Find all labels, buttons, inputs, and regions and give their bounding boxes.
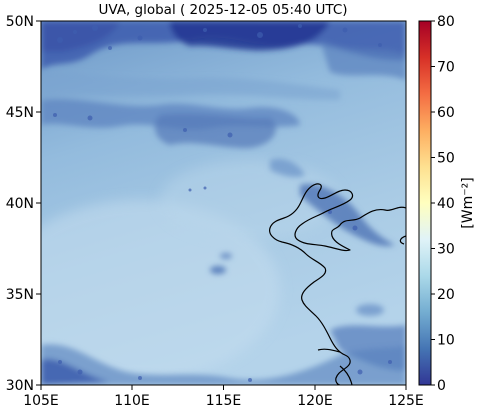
colorbar-tick-label: 30	[437, 242, 455, 258]
lon-tick-label: 115E	[206, 393, 242, 409]
coastline	[269, 183, 406, 385]
cloud-band-mid	[41, 70, 395, 247]
colorbar-tick-label: 60	[437, 105, 455, 121]
lat-tick-label: 40N	[6, 196, 34, 212]
lat-labels: 50N 45N 40N 35N 30N	[6, 14, 34, 394]
lat-tick-label: 50N	[6, 14, 34, 30]
colorbar-tick-label: 40	[437, 196, 455, 212]
lon-labels: 105E 110E 115E 120E 125E	[23, 393, 424, 409]
colorbar-tick-label: 70	[437, 60, 455, 76]
lon-tick-label: 110E	[114, 393, 150, 409]
colorbar-bar	[418, 20, 432, 386]
uva-field	[41, 21, 406, 385]
lat-tick-label: 30N	[6, 378, 34, 394]
colorbar-tick-label: 0	[437, 378, 446, 394]
lon-axis	[40, 385, 407, 390]
lon-tick-label: 105E	[23, 393, 59, 409]
lat-tick-label: 35N	[6, 287, 34, 303]
lon-tick-label: 125E	[388, 393, 424, 409]
colorbar-tick-label: 10	[437, 333, 455, 349]
map-title: UVA, global ( 2025-12-05 05:40 UTC)	[98, 2, 348, 18]
cloud-band-south	[41, 253, 406, 385]
colorbar-tick-label: 20	[437, 287, 455, 303]
colorbar-tick-label: 80	[437, 14, 455, 30]
lon-tick-label: 120E	[297, 393, 333, 409]
lat-axis	[36, 20, 41, 386]
lat-tick-label: 45N	[6, 105, 34, 121]
colorbar-label: [Wm⁻²]	[460, 177, 476, 228]
colorbar: 80 70 60 50 40 30 20 10 0 [Wm⁻²]	[418, 14, 476, 394]
cloud-speckles	[53, 24, 392, 382]
cloud-band-north	[41, 21, 406, 80]
colorbar-tick-label: 50	[437, 151, 455, 167]
